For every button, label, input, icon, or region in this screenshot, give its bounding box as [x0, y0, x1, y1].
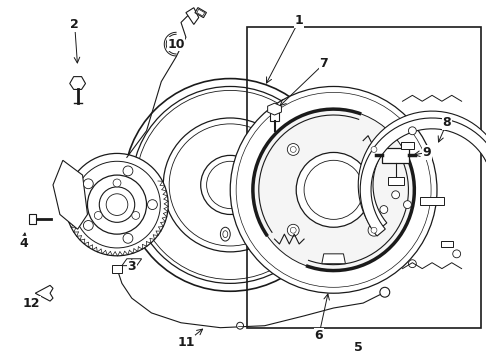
Circle shape	[368, 144, 380, 156]
Circle shape	[368, 224, 380, 236]
Circle shape	[409, 260, 416, 267]
Circle shape	[66, 153, 168, 256]
Polygon shape	[268, 103, 281, 115]
Polygon shape	[112, 265, 122, 273]
Ellipse shape	[267, 140, 272, 147]
Polygon shape	[29, 215, 36, 224]
Text: 5: 5	[354, 341, 363, 354]
Polygon shape	[35, 285, 53, 301]
Circle shape	[409, 127, 416, 135]
Circle shape	[106, 194, 128, 215]
Ellipse shape	[270, 163, 279, 177]
Circle shape	[132, 212, 140, 219]
Text: 11: 11	[177, 336, 195, 349]
Circle shape	[371, 147, 377, 152]
Circle shape	[147, 200, 157, 210]
Ellipse shape	[223, 231, 228, 238]
Ellipse shape	[274, 200, 284, 213]
Ellipse shape	[265, 137, 274, 150]
Circle shape	[99, 187, 135, 222]
Ellipse shape	[220, 227, 230, 241]
Circle shape	[201, 156, 260, 215]
Text: 6: 6	[315, 329, 323, 342]
Polygon shape	[360, 118, 490, 236]
Circle shape	[169, 124, 291, 246]
Text: 12: 12	[23, 297, 40, 310]
Circle shape	[404, 201, 412, 208]
Polygon shape	[358, 111, 490, 233]
Circle shape	[453, 250, 461, 258]
Circle shape	[136, 90, 325, 279]
Polygon shape	[322, 254, 345, 264]
Text: 2: 2	[70, 18, 79, 31]
Circle shape	[290, 147, 296, 152]
Circle shape	[304, 160, 363, 219]
Circle shape	[123, 166, 133, 176]
Circle shape	[236, 93, 431, 287]
Circle shape	[392, 191, 399, 199]
Ellipse shape	[252, 221, 257, 228]
Circle shape	[237, 322, 244, 329]
Circle shape	[349, 273, 357, 280]
Bar	[196, 9, 205, 16]
Circle shape	[83, 179, 93, 189]
Circle shape	[296, 152, 371, 227]
Bar	[195, 8, 206, 18]
Polygon shape	[388, 177, 404, 185]
Circle shape	[380, 287, 390, 297]
Circle shape	[113, 179, 121, 187]
Circle shape	[163, 118, 297, 252]
Circle shape	[88, 175, 147, 234]
Polygon shape	[270, 109, 279, 121]
Text: 1: 1	[295, 14, 303, 27]
Circle shape	[287, 224, 299, 236]
Circle shape	[253, 109, 415, 271]
Circle shape	[230, 86, 437, 293]
Circle shape	[371, 227, 377, 233]
Circle shape	[392, 141, 399, 149]
Circle shape	[290, 227, 296, 233]
Bar	[400, 141, 415, 149]
Circle shape	[207, 161, 254, 208]
Polygon shape	[420, 197, 444, 204]
Bar	[382, 148, 410, 163]
Circle shape	[124, 78, 337, 291]
Text: 8: 8	[442, 116, 451, 129]
Bar	[441, 240, 453, 247]
Text: 3: 3	[127, 260, 136, 273]
Ellipse shape	[250, 217, 260, 231]
Text: 7: 7	[319, 57, 328, 70]
Circle shape	[83, 221, 93, 230]
Circle shape	[74, 161, 160, 248]
Ellipse shape	[277, 203, 282, 210]
Polygon shape	[70, 77, 85, 89]
Polygon shape	[186, 8, 199, 24]
Polygon shape	[53, 160, 88, 229]
Polygon shape	[122, 259, 142, 266]
Text: 4: 4	[19, 237, 28, 249]
Text: 10: 10	[167, 38, 185, 51]
Bar	[247, 27, 481, 328]
Text: 9: 9	[423, 146, 432, 159]
Circle shape	[123, 233, 133, 243]
Circle shape	[380, 206, 388, 213]
Circle shape	[132, 86, 329, 283]
Circle shape	[287, 144, 299, 156]
Circle shape	[94, 212, 102, 219]
Ellipse shape	[272, 167, 277, 174]
